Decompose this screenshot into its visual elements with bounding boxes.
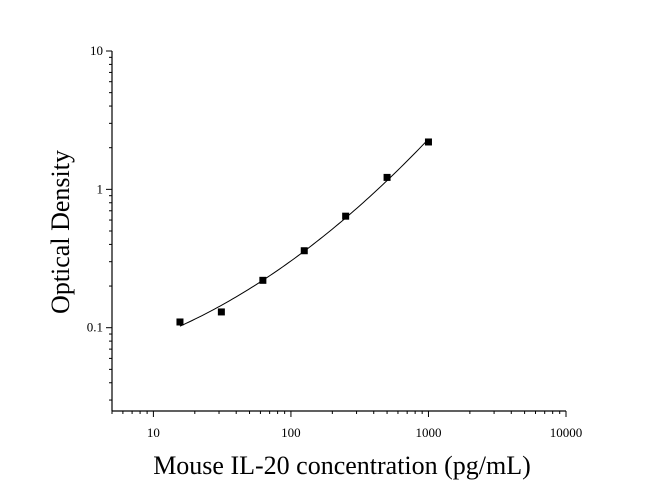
x-tick-label: 10000	[550, 425, 583, 440]
y-tick-label: 0.1	[87, 320, 103, 335]
data-point	[217, 308, 225, 316]
data-point	[383, 173, 391, 181]
y-tick-label: 10	[90, 43, 103, 58]
x-tick-label: 10	[147, 425, 160, 440]
x-tick-label: 1000	[415, 425, 441, 440]
data-point	[424, 138, 432, 146]
x-axis-title: Mouse IL-20 concentration (pg/mL)	[153, 451, 531, 480]
data-point	[176, 318, 184, 326]
data-point	[300, 247, 308, 255]
y-axis-title: Optical Density	[46, 150, 75, 314]
fit-curve	[179, 138, 429, 327]
data-point	[342, 212, 350, 220]
y-tick-label: 1	[97, 181, 104, 196]
x-tick-label: 100	[281, 425, 301, 440]
data-point	[259, 276, 267, 284]
plot-area: 10 100 1000 10000 0.1 1 10	[87, 43, 583, 440]
